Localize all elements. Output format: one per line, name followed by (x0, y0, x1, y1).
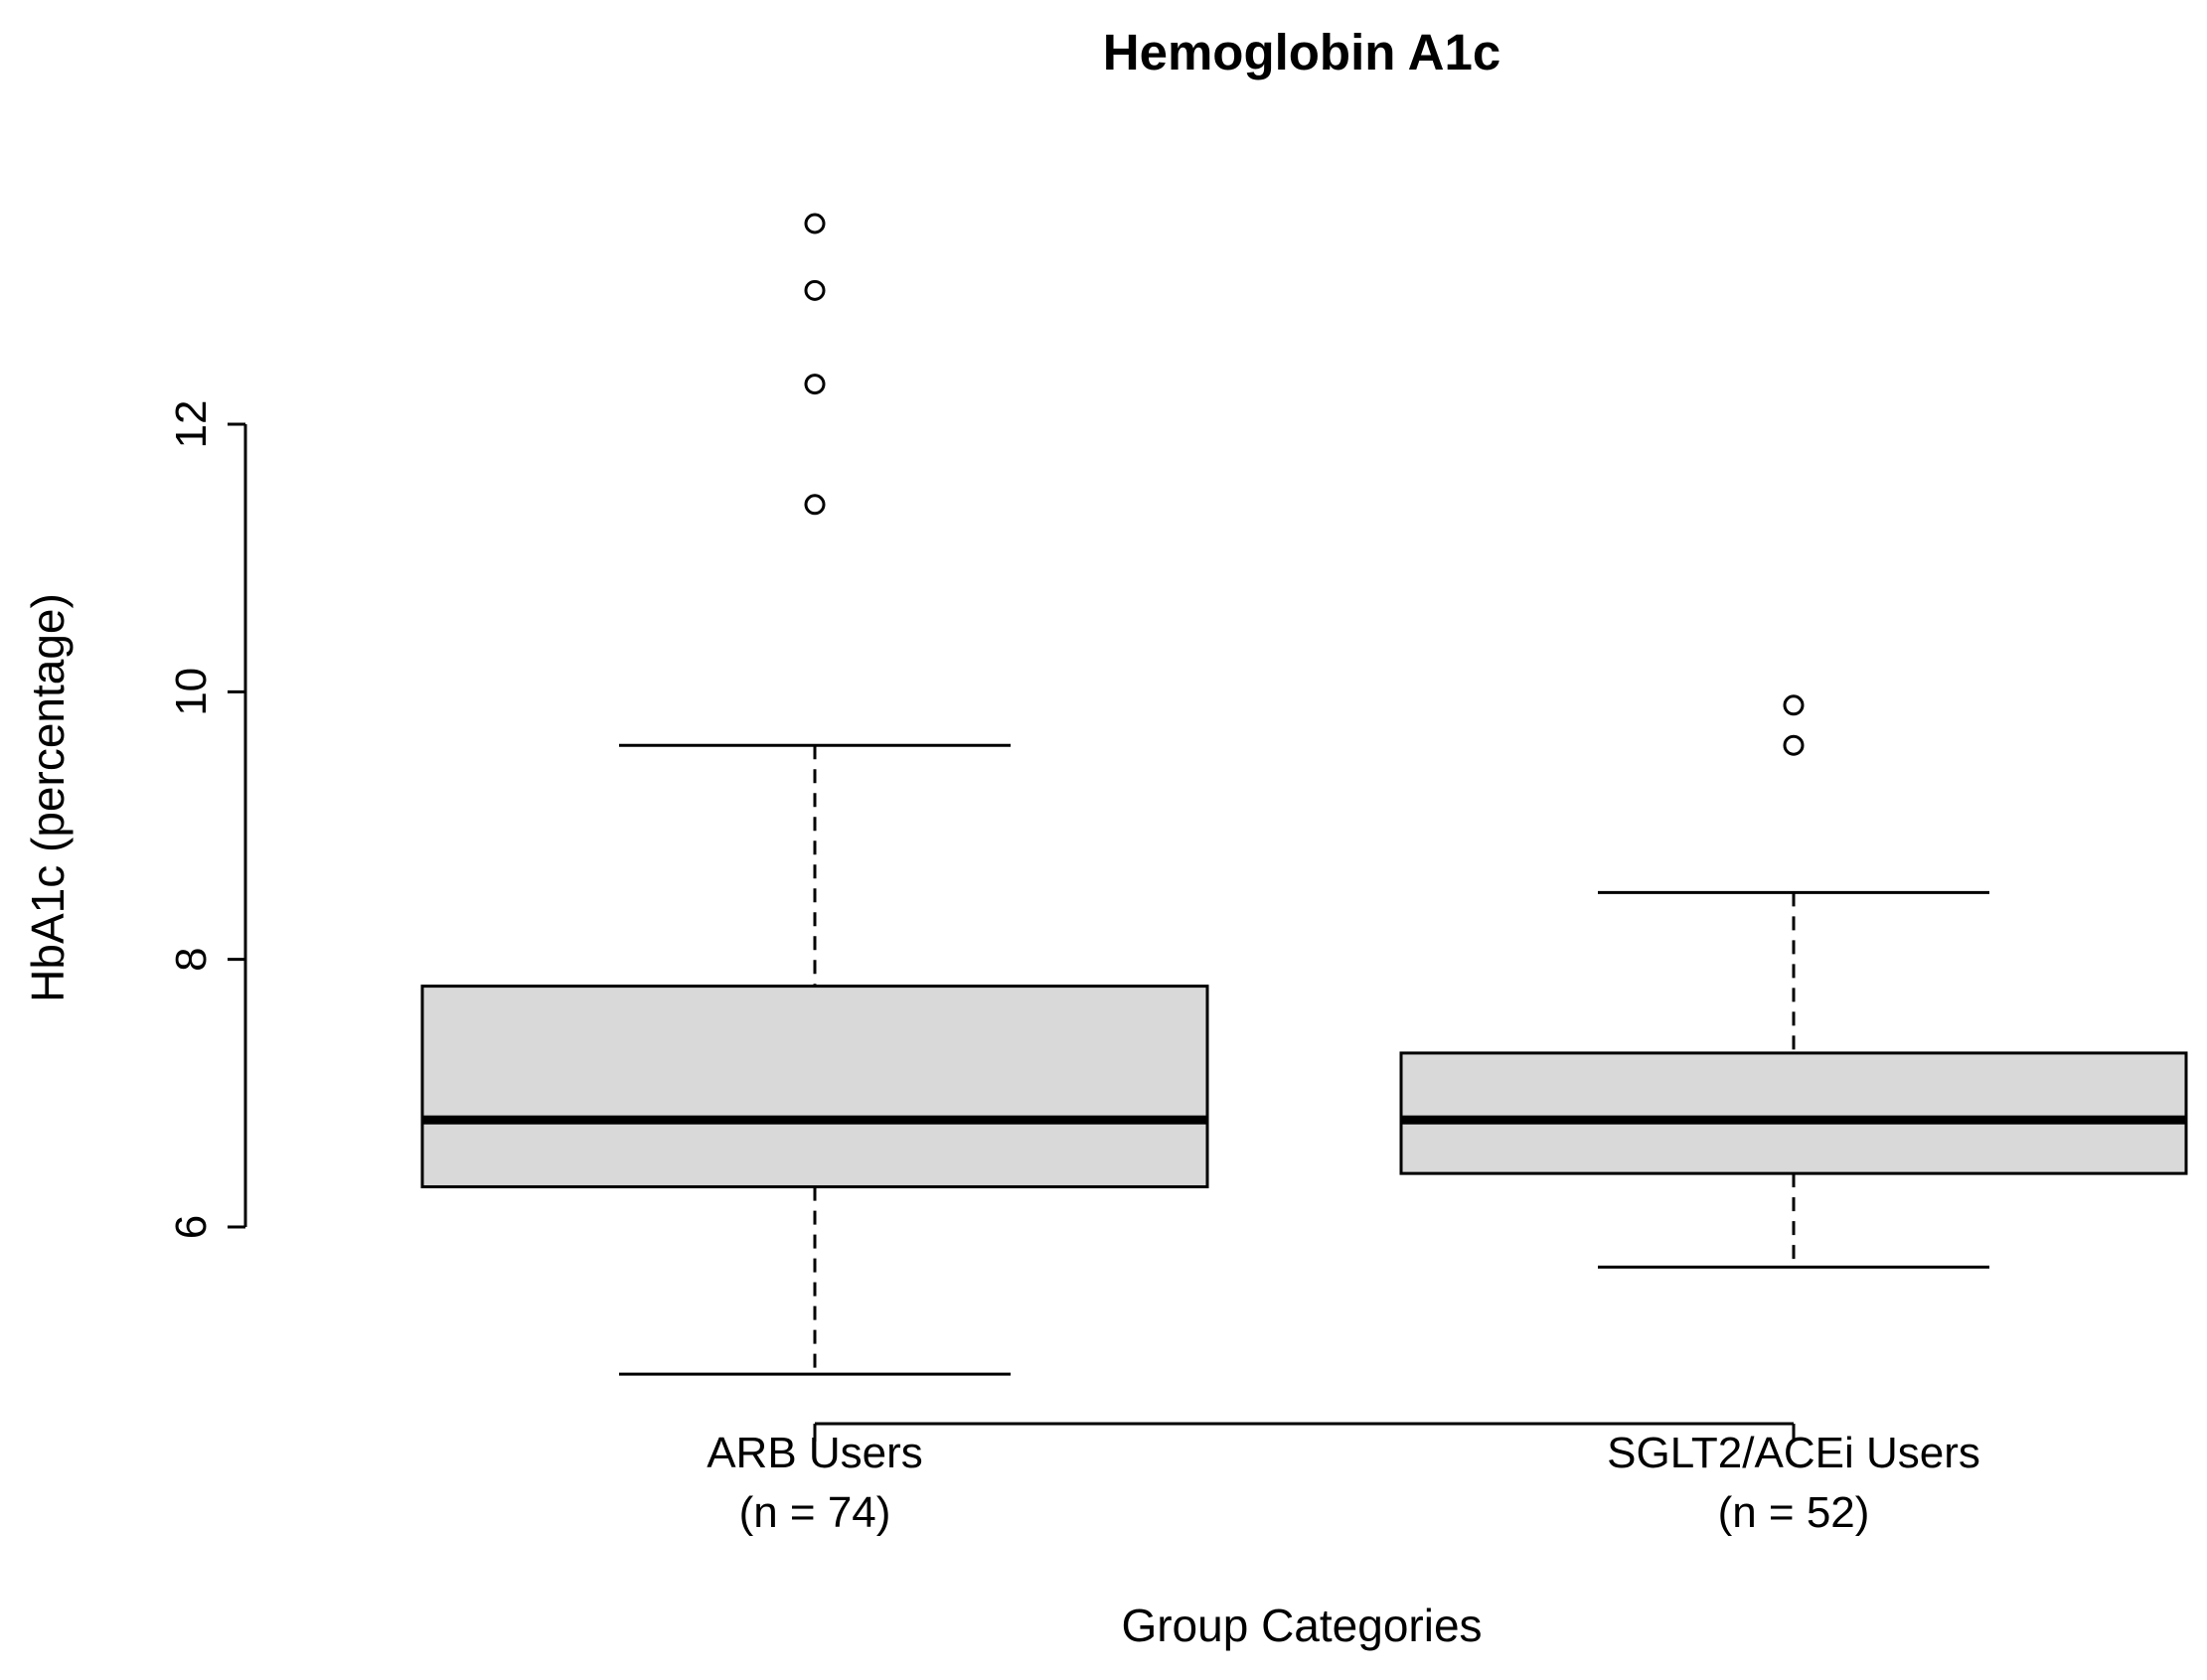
box-group-1 (1399, 694, 2188, 1269)
chart-title: Hemoglobin A1c (1103, 24, 1500, 80)
outlier-point-0 (804, 494, 826, 516)
x-tick-label-line1-0: ARB Users (707, 1429, 923, 1477)
box-group-0 (420, 213, 1209, 1376)
y-tick-label-12: 12 (167, 400, 216, 449)
y-axis-label: HbA1c (percentage) (22, 593, 74, 1002)
x-tick-label-line2-0: (n = 74) (739, 1488, 891, 1537)
y-tick-label-6: 6 (167, 1215, 216, 1239)
iqr-box (1399, 1051, 2188, 1175)
y-tick-label-8: 8 (167, 947, 216, 971)
outlier-point-0 (1783, 734, 1805, 756)
y-axis: 6 8 10 12 (167, 400, 247, 1239)
x-axis-label: Group Categories (1121, 1600, 1482, 1651)
outlier-point-1 (804, 374, 826, 395)
outlier-point-2 (804, 279, 826, 301)
x-tick-label-line2-1: (n = 52) (1718, 1488, 1870, 1537)
outlier-point-3 (804, 213, 826, 234)
iqr-box (420, 985, 1209, 1189)
x-axis: ARB Users (n = 74) SGLT2/ACEi Users (n = 52… (707, 1422, 1980, 1537)
box-groups (420, 213, 2188, 1376)
outlier-point-1 (1783, 694, 1805, 716)
y-tick-label-10: 10 (167, 668, 216, 716)
x-tick-label-line1-1: SGLT2/ACEi Users (1607, 1429, 1980, 1477)
